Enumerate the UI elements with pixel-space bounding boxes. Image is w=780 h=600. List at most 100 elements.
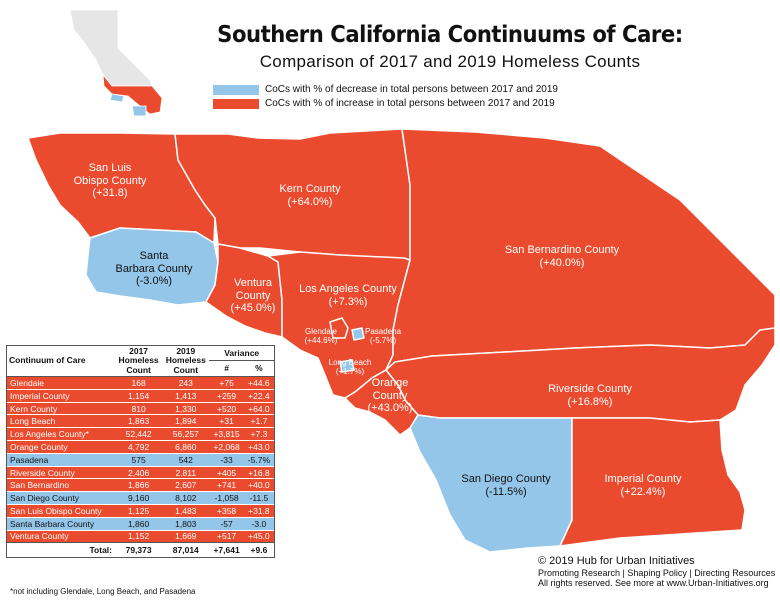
cell-2017: 52,442	[115, 427, 163, 441]
region-change: (+44.6%)	[304, 336, 338, 346]
label-san-bernardino: San Bernardino County (+40.0%)	[505, 244, 619, 269]
region-change: (+7.3%)	[328, 295, 368, 308]
cell-variance-pct: +44.6	[243, 376, 274, 390]
header-2017: 2017 Homeless Count	[115, 346, 163, 378]
label-santa-barbara: Santa Barbara County (-3.0%)	[115, 250, 192, 288]
table-row: Santa Barbara County 1,860 1,803 -57 -3.0	[7, 516, 274, 531]
cell-2017: 1,154	[115, 388, 163, 403]
region-change: (+1.7%)	[335, 367, 365, 377]
inset-santa-barbara-decrease	[109, 93, 125, 103]
cell-2019: 1,330	[162, 401, 210, 415]
table-row: Ventura County 1,152 1,669 +517 +45.0	[7, 529, 274, 543]
header-coc: Continuum of Care	[7, 346, 115, 378]
cell-2017: 1,863	[115, 414, 163, 428]
cell-2017: 9,160	[115, 491, 163, 505]
cell-2019: 1,894	[162, 414, 210, 428]
cell-name: Kern County	[7, 401, 115, 415]
region-name: Glendale	[304, 327, 338, 336]
cell-variance-num: +358	[209, 504, 244, 518]
region-change: (+64.0%)	[287, 195, 333, 208]
cell-name: Long Beach	[7, 414, 115, 428]
credit-rights: All rights reserved. See more at www.Urb…	[538, 577, 769, 588]
cell-2019: 2,811	[162, 465, 210, 479]
cell-variance-pct: +31.8	[243, 504, 274, 518]
cell-variance-pct: +40.0	[243, 478, 274, 492]
region-name: Imperial County	[604, 473, 682, 485]
cell-variance-pct: +64.0	[243, 401, 274, 415]
cell-variance-num: +517	[209, 529, 244, 543]
region-name: San Diego County	[461, 473, 551, 485]
cell-2017: 2,406	[115, 465, 163, 479]
cell-2017: 1,860	[115, 516, 163, 531]
cell-2019: 243	[162, 376, 210, 390]
page-subtitle: Comparison of 2017 and 2019 Homeless Cou…	[259, 52, 641, 71]
table-row: San Luis Obispo County 1,125 1,483 +358 +31.…	[7, 504, 274, 518]
footnote: *not including Glendale, Long Beach, and…	[10, 587, 196, 596]
cell-variance-num: +405	[209, 465, 244, 479]
region-name: Riverside County	[548, 383, 632, 395]
cell-variance-num: -33	[209, 452, 244, 467]
legend-swatch-decrease	[213, 84, 259, 95]
label-ventura: Ventura County (+45.0%)	[231, 277, 276, 315]
cell-variance-num: +520	[209, 401, 244, 415]
table-row: San Bernardino 1,866 2,607 +741 +40.0	[7, 478, 274, 492]
region-name: Kern County	[279, 183, 341, 195]
cell-variance-num: +2,068	[209, 440, 244, 454]
cell-variance-pct: +43.0	[243, 440, 274, 454]
table-body: Glendale 168 243 +75 +44.6 Imperial County 1,1…	[7, 376, 274, 558]
region-change: (+31.8)	[92, 187, 128, 200]
cell-2017: 1,866	[115, 478, 163, 492]
region-name: Los Angeles County	[299, 283, 397, 295]
legend-label-increase: CoCs with % of increase in total persons…	[265, 98, 555, 109]
map-legend: CoCs with % of decrease in total persons…	[213, 83, 558, 111]
label-los-angeles: Los Angeles County (+7.3%)	[299, 283, 397, 308]
legend-item-increase: CoCs with % of increase in total persons…	[213, 97, 558, 110]
table-row: Glendale 168 243 +75 +44.6	[7, 376, 274, 390]
cell-variance-num: +259	[209, 388, 244, 403]
table-row: Long Beach 1,863 1,894 +31 +1.7	[7, 414, 274, 428]
california-inset-map	[69, 9, 163, 117]
label-riverside: Riverside County (+16.8%)	[548, 383, 632, 408]
cell-variance-num: +75	[209, 376, 244, 390]
cell-name: San Diego County	[7, 491, 115, 505]
cell-2017: 1,152	[115, 529, 163, 543]
cell-2019: 1,669	[162, 529, 210, 543]
label-san-luis-obispo: San Luis Obispo County (+31.8)	[74, 162, 147, 200]
region-change: (-5.7%)	[369, 336, 397, 346]
total-2017: 79,373	[115, 542, 163, 558]
table-row: Kern County 810 1,330 +520 +64.0	[7, 401, 274, 415]
cell-variance-pct: +45.0	[243, 529, 274, 543]
region-name: Santa Barbara County	[115, 250, 193, 275]
cell-name: Orange County	[7, 440, 115, 454]
inset-northern-california	[69, 9, 153, 87]
total-variance-pct: +9.6	[243, 542, 274, 558]
cell-name: Glendale	[7, 376, 115, 390]
label-san-diego: San Diego County (-11.5%)	[461, 473, 550, 498]
table-row: Pasadena 575 542 -33 -5.7%	[7, 452, 274, 467]
table-total-row: Total: 79,373 87,014 +7,641 +9.6	[7, 542, 274, 558]
cell-2017: 168	[115, 376, 163, 390]
region-long-beach	[339, 359, 355, 373]
label-glendale: Glendale (+44.6%)	[305, 327, 338, 345]
table-row: Imperial County 1,154 1,413 +259 +22.4	[7, 388, 274, 403]
cell-variance-pct: -5.7%	[243, 452, 274, 467]
credit-copyright: © 2019 Hub for Urban Initiatives	[538, 555, 695, 567]
header-variance: Variance	[209, 346, 274, 362]
cell-2019: 6,860	[162, 440, 210, 454]
inset-san-diego-decrease	[131, 105, 147, 117]
region-change: (+22.4%)	[620, 485, 666, 498]
table-row: Orange County 4,792 6,860 +2,068 +43.0	[7, 440, 274, 454]
inset-southern-california-increase	[102, 73, 163, 115]
region-change: (-11.5%)	[485, 485, 527, 498]
region-name: San Bernardino County	[504, 244, 620, 256]
count-table: Continuum of Care 2017 Homeless Count 20…	[7, 346, 274, 558]
region-name: Ventura County	[234, 277, 272, 302]
cell-2019: 1,413	[162, 388, 210, 403]
homeless-count-table: Continuum of Care 2017 Homeless Count 20…	[6, 345, 275, 559]
cell-2017: 810	[115, 401, 163, 415]
table-row: Riverside County 2,406 2,811 +405 +16.8	[7, 465, 274, 479]
cell-2017: 575	[115, 452, 163, 467]
cell-variance-num: +31	[209, 414, 244, 428]
label-imperial: Imperial County (+22.4%)	[604, 473, 681, 498]
region-imperial	[559, 417, 746, 547]
